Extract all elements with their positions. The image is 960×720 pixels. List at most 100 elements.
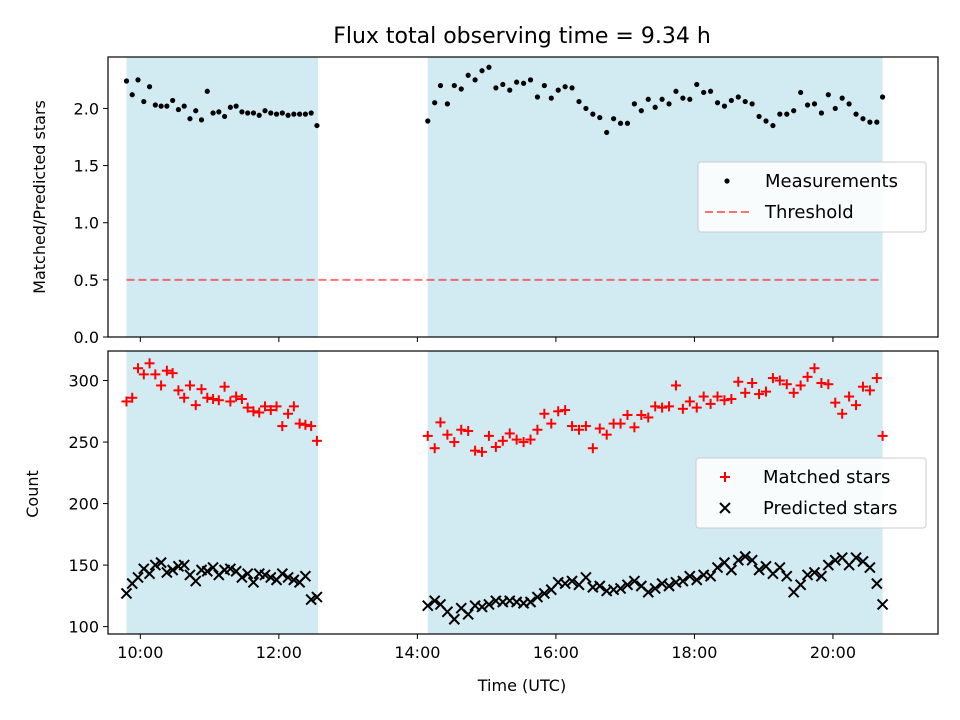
matched-star-point xyxy=(809,363,820,374)
matched-star-point xyxy=(573,424,584,435)
measurement-point xyxy=(465,72,471,78)
matched-star-point xyxy=(553,406,564,417)
measurement-point xyxy=(680,95,686,101)
predicted-star-point xyxy=(190,575,202,587)
predicted-star-point xyxy=(822,559,835,571)
matched-star-point xyxy=(248,406,259,417)
predicted-star-point xyxy=(120,587,133,600)
matched-star-point xyxy=(774,375,785,386)
measurement-point xyxy=(590,111,596,117)
matched-star-point xyxy=(173,385,184,396)
predicted-star-point xyxy=(166,564,179,576)
measurement-point xyxy=(860,116,866,122)
matched-star-point xyxy=(429,443,440,454)
matched-star-point xyxy=(213,395,224,406)
measurement-point xyxy=(818,110,825,116)
measurement-point xyxy=(583,105,589,112)
predicted-star-point xyxy=(850,552,862,564)
matched-star-point xyxy=(740,387,751,398)
predicted-star-point xyxy=(143,568,156,580)
predicted-star-point xyxy=(538,587,551,600)
legend-swatch xyxy=(720,472,730,482)
matched-star-point xyxy=(121,396,132,407)
top-x-ticks xyxy=(139,337,834,342)
matched-star-point xyxy=(650,401,661,412)
matched-star-point xyxy=(795,380,806,391)
measurement-point xyxy=(638,108,644,114)
x-tick-label: 16:00 xyxy=(533,643,579,662)
matched-star-point xyxy=(294,418,305,429)
measurement-point xyxy=(763,118,769,124)
legend-label: Matched stars xyxy=(763,467,890,488)
matched-star-point xyxy=(265,405,276,416)
measurement-point xyxy=(425,118,431,124)
measurement-point xyxy=(262,108,268,114)
measurement-point xyxy=(297,111,303,117)
matched-star-point xyxy=(719,395,730,406)
predicted-stars-series xyxy=(120,550,889,625)
matched-stars-series xyxy=(121,358,888,457)
predicted-star-point xyxy=(732,554,744,566)
measurement-point xyxy=(204,88,210,94)
predicted-star-point xyxy=(808,566,821,579)
predicted-star-point xyxy=(476,601,488,613)
predicted-star-point xyxy=(815,570,828,582)
measurement-point xyxy=(500,81,506,88)
measurement-point xyxy=(308,110,314,116)
matched-star-point xyxy=(283,408,294,419)
matched-star-point xyxy=(629,422,640,433)
measurement-point xyxy=(245,110,251,116)
measurement-point xyxy=(432,100,438,106)
matched-star-point xyxy=(127,392,138,403)
predicted-star-point xyxy=(276,568,289,580)
matched-star-point xyxy=(463,425,474,436)
measurement-point xyxy=(198,117,205,123)
matched-star-point xyxy=(435,417,446,428)
predicted-star-point xyxy=(801,569,814,581)
x-tick-label: 20:00 xyxy=(810,643,856,662)
measurement-point xyxy=(158,103,164,109)
predicted-star-point xyxy=(566,575,578,587)
measurement-point xyxy=(825,92,831,98)
matched-star-point xyxy=(643,412,654,423)
top-y-axis-label: Matched/Predicted stars xyxy=(30,100,49,294)
measurement-point xyxy=(210,110,216,116)
measurement-point xyxy=(268,110,274,116)
matched-star-point xyxy=(490,441,501,452)
matched-star-point xyxy=(179,392,190,403)
predicted-star-point xyxy=(241,568,254,580)
measurement-point xyxy=(666,101,672,107)
measurement-point xyxy=(233,103,239,109)
measurement-point xyxy=(756,113,762,120)
predicted-star-point xyxy=(524,596,537,608)
matched-star-point xyxy=(615,418,626,429)
bottom-y-ticks: 100 150 200 250 300 xyxy=(68,372,108,637)
predicted-star-point xyxy=(236,571,248,584)
predicted-star-point xyxy=(628,575,641,587)
predicted-star-point xyxy=(155,556,167,569)
matched-star-point xyxy=(546,418,557,429)
predicted-star-point xyxy=(794,579,807,591)
matched-star-point xyxy=(844,391,855,402)
matched-star-point xyxy=(601,429,612,440)
measurement-point xyxy=(798,89,804,96)
predicted-star-point xyxy=(207,561,219,574)
predicted-star-point xyxy=(691,574,703,586)
matched-star-point xyxy=(733,376,744,387)
predicted-star-point xyxy=(864,561,876,574)
measurement-point xyxy=(576,98,582,105)
measurement-point xyxy=(541,82,547,89)
matched-star-point xyxy=(271,401,282,412)
measurement-point xyxy=(216,109,222,115)
measurement-point xyxy=(437,82,444,89)
measurement-point xyxy=(486,64,492,70)
top-y-ticks: 0.0 0.5 1.0 1.5 2.0 xyxy=(74,99,108,347)
measurement-point xyxy=(444,101,450,107)
matched-star-point xyxy=(306,421,317,432)
matched-star-point xyxy=(802,371,813,382)
measurement-point xyxy=(749,101,755,107)
matched-star-point xyxy=(712,391,723,402)
measurement-point xyxy=(811,101,818,107)
predicted-star-point xyxy=(677,575,689,587)
matched-star-point xyxy=(150,369,161,380)
